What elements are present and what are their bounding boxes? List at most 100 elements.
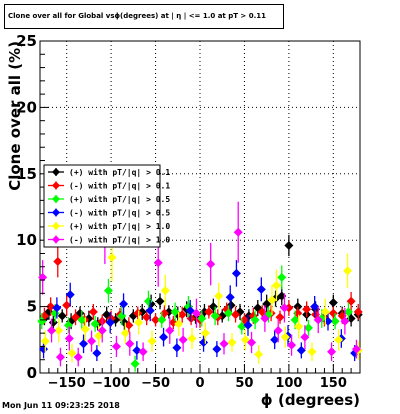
x-tick-label: 150 <box>320 376 347 391</box>
data-point <box>273 326 283 336</box>
data-point <box>57 311 67 321</box>
y-tick-label: 20 <box>16 98 37 116</box>
data-point <box>125 339 135 349</box>
x-axis-title: ϕ (degrees) <box>261 391 360 409</box>
data-point <box>165 326 175 336</box>
legend-label: (+) with pT/|q| > 0.1 <box>69 167 170 177</box>
data-point <box>294 322 304 332</box>
y-tick-label: 0 <box>27 364 37 382</box>
series-5 <box>40 233 363 364</box>
legend-entry: (+) with pT/|q| > 0.5 <box>48 194 170 204</box>
data-point <box>270 335 280 345</box>
x-tick-label: 50 <box>235 376 253 391</box>
y-tick-label: 10 <box>16 231 37 249</box>
data-point <box>223 308 233 318</box>
data-point <box>296 345 306 355</box>
legend-label: (-) with pT/|q| > 0.5 <box>69 208 170 218</box>
data-point <box>170 307 180 317</box>
x-tick-label: −100 <box>92 376 130 391</box>
data-point <box>133 308 143 318</box>
data-point <box>130 359 140 369</box>
data-point <box>155 296 165 306</box>
legend-label: (-) with pT/|q| > 0.1 <box>69 181 170 191</box>
data-point <box>97 326 107 336</box>
chart-title: Clone over all for Global vsϕ(degrees) a… <box>4 4 284 29</box>
data-point <box>55 352 65 362</box>
data-point <box>142 312 152 322</box>
data-point <box>159 332 169 342</box>
legend-box <box>43 164 161 248</box>
axes: −150 −100 −50 0 50 100 150 0 5 10 15 20 25 <box>16 32 361 391</box>
data-point <box>214 291 224 301</box>
series-3 <box>37 265 353 372</box>
data-point <box>302 304 312 314</box>
data-point <box>204 307 214 317</box>
data-point <box>53 256 63 266</box>
data-point <box>260 314 270 324</box>
data-point <box>63 320 73 330</box>
data-layer <box>37 197 363 372</box>
data-point <box>79 339 89 349</box>
x-tick-label: −150 <box>48 376 86 391</box>
legend-entry: (-) with pT/|q| > 0.5 <box>48 208 170 218</box>
legend-marker <box>52 168 60 176</box>
legend-marker <box>52 181 60 190</box>
data-point <box>153 258 163 268</box>
data-point <box>151 315 161 325</box>
legend-label: (+) with pT/|q| > 1.0 <box>69 221 170 231</box>
data-point <box>330 316 340 326</box>
legend-marker <box>52 235 60 244</box>
data-point <box>145 306 155 316</box>
legend-entry: (+) with pT/|q| > 1.0 <box>48 221 170 231</box>
data-point <box>172 343 182 353</box>
data-point <box>300 332 310 342</box>
data-point <box>90 319 100 329</box>
data-point <box>233 227 243 237</box>
data-point <box>105 318 115 328</box>
data-point <box>243 320 253 330</box>
data-point <box>103 286 113 296</box>
data-point <box>147 336 157 346</box>
data-point <box>47 326 57 336</box>
data-point <box>132 345 142 355</box>
data-point <box>279 303 289 313</box>
data-point <box>280 332 290 342</box>
data-point <box>271 280 281 290</box>
data-point <box>256 284 266 294</box>
data-point <box>92 348 102 358</box>
y-tick-label: 5 <box>27 298 37 316</box>
data-point <box>327 347 337 357</box>
legend-label: (+) with pT/|q| > 0.5 <box>69 194 170 204</box>
data-point <box>87 336 97 346</box>
data-point <box>138 347 148 357</box>
data-point <box>157 315 167 325</box>
data-point <box>284 241 294 251</box>
data-point <box>210 311 220 321</box>
data-point <box>219 339 229 349</box>
data-point <box>313 315 323 325</box>
legend-label: (-) with pT/|q| > 1.0 <box>69 235 170 245</box>
data-point <box>343 307 353 317</box>
data-point <box>206 259 216 269</box>
data-point <box>64 333 74 343</box>
data-point <box>160 286 170 296</box>
y-tick-label: 25 <box>16 32 37 50</box>
data-point <box>237 322 247 332</box>
data-point <box>353 307 363 317</box>
data-point <box>65 290 75 300</box>
data-point <box>191 308 201 318</box>
data-point <box>62 300 72 310</box>
y-axis-title: Clone over all (%) <box>6 41 24 191</box>
data-point <box>320 307 330 317</box>
timestamp: Mon Jun 11 09:23:25 2018 <box>2 401 120 410</box>
data-point <box>287 340 297 350</box>
data-point <box>124 320 134 330</box>
data-point <box>54 326 64 336</box>
legend: (+) with pT/|q| > 0.1 (-) with pT/|q| > 0… <box>43 164 170 248</box>
data-point <box>134 318 144 328</box>
data-point <box>328 298 338 308</box>
data-point <box>111 341 121 351</box>
data-point <box>334 335 344 345</box>
data-point <box>247 337 257 347</box>
